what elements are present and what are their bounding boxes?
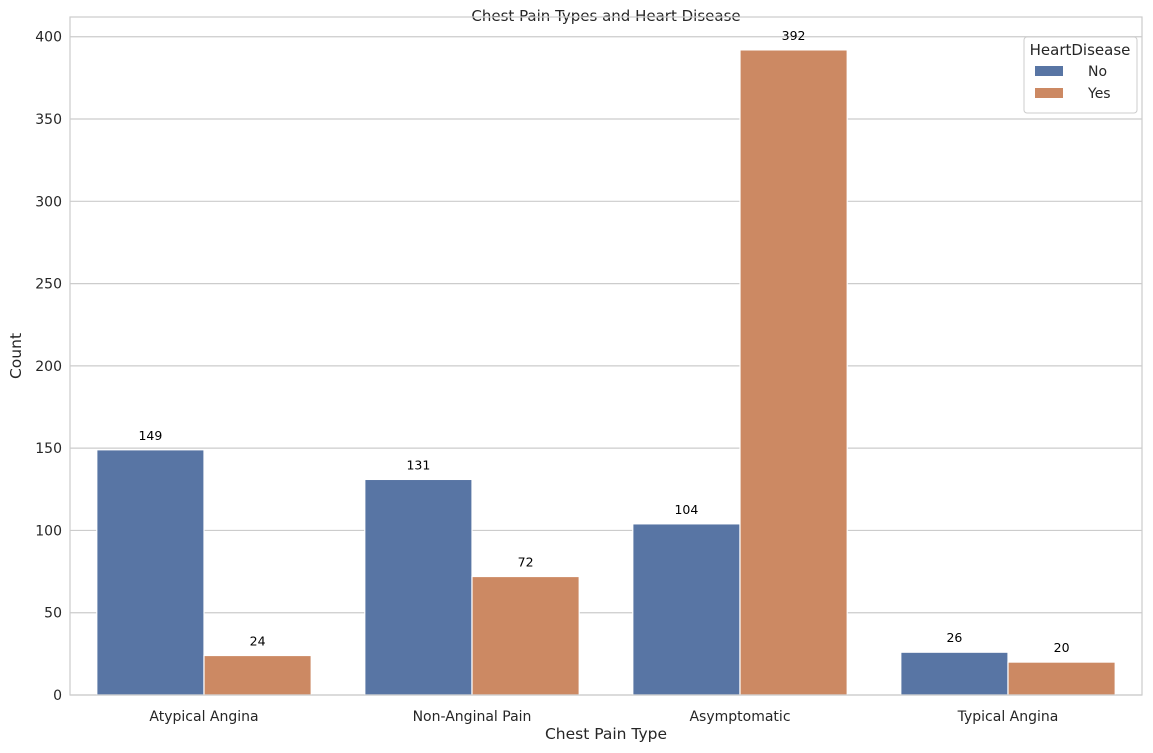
x-tick-label: Typical Angina — [957, 709, 1059, 725]
bar-value-label: 26 — [946, 630, 962, 645]
bar-no — [900, 651, 1009, 696]
plot-frame — [69, 16, 1143, 696]
y-tick-label: 200 — [35, 359, 62, 375]
legend-swatch-yes — [1035, 88, 1063, 98]
bar-value-label: 392 — [782, 28, 806, 43]
bar-value-label: 131 — [406, 457, 430, 472]
x-tick-label: Non-Anginal Pain — [413, 709, 532, 725]
legend-label-yes: Yes — [1087, 86, 1111, 102]
y-tick-label: 350 — [35, 112, 62, 128]
bar-no — [96, 449, 205, 696]
legend-label-no: No — [1088, 64, 1107, 80]
y-tick-labels: 0 50 100 150 200 250 300 350 400 — [35, 30, 62, 704]
gridlines — [70, 36, 1142, 696]
y-tick-label: 300 — [35, 194, 62, 210]
y-tick-label: 50 — [44, 606, 62, 622]
bar-value-label: 149 — [138, 428, 162, 443]
bar-value-label: 20 — [1054, 640, 1070, 655]
bar-no — [364, 478, 473, 696]
x-axis-label: Chest Pain Type — [545, 725, 667, 743]
y-tick-label: 100 — [35, 523, 62, 539]
bar-value-label: 104 — [674, 502, 698, 517]
y-tick-label: 150 — [35, 441, 62, 457]
bar-no — [632, 523, 741, 696]
bar-yes — [739, 49, 848, 696]
legend-title: HeartDisease — [1030, 41, 1131, 59]
bars — [96, 49, 1116, 696]
y-tick-label: 0 — [53, 688, 62, 704]
bar-value-label: 72 — [518, 555, 534, 570]
data-labels: 149 24 131 72 104 392 26 20 — [138, 28, 1069, 655]
x-tick-label: Asymptomatic — [689, 709, 790, 725]
bar-value-label: 24 — [250, 634, 266, 649]
legend: HeartDisease No Yes — [1023, 36, 1138, 114]
chart-title: Chest Pain Types and Heart Disease — [471, 7, 740, 25]
y-axis-label: Count — [7, 333, 25, 379]
bar-yes — [203, 654, 312, 696]
bar-yes — [471, 575, 580, 696]
legend-swatch-no — [1035, 66, 1063, 76]
bar-yes — [1007, 661, 1116, 696]
y-tick-label: 250 — [35, 277, 62, 293]
y-tick-label: 400 — [35, 30, 62, 46]
x-tick-label: Atypical Angina — [149, 709, 258, 725]
x-tick-labels: Atypical Angina Non-Anginal Pain Asymptoma… — [149, 709, 1058, 725]
